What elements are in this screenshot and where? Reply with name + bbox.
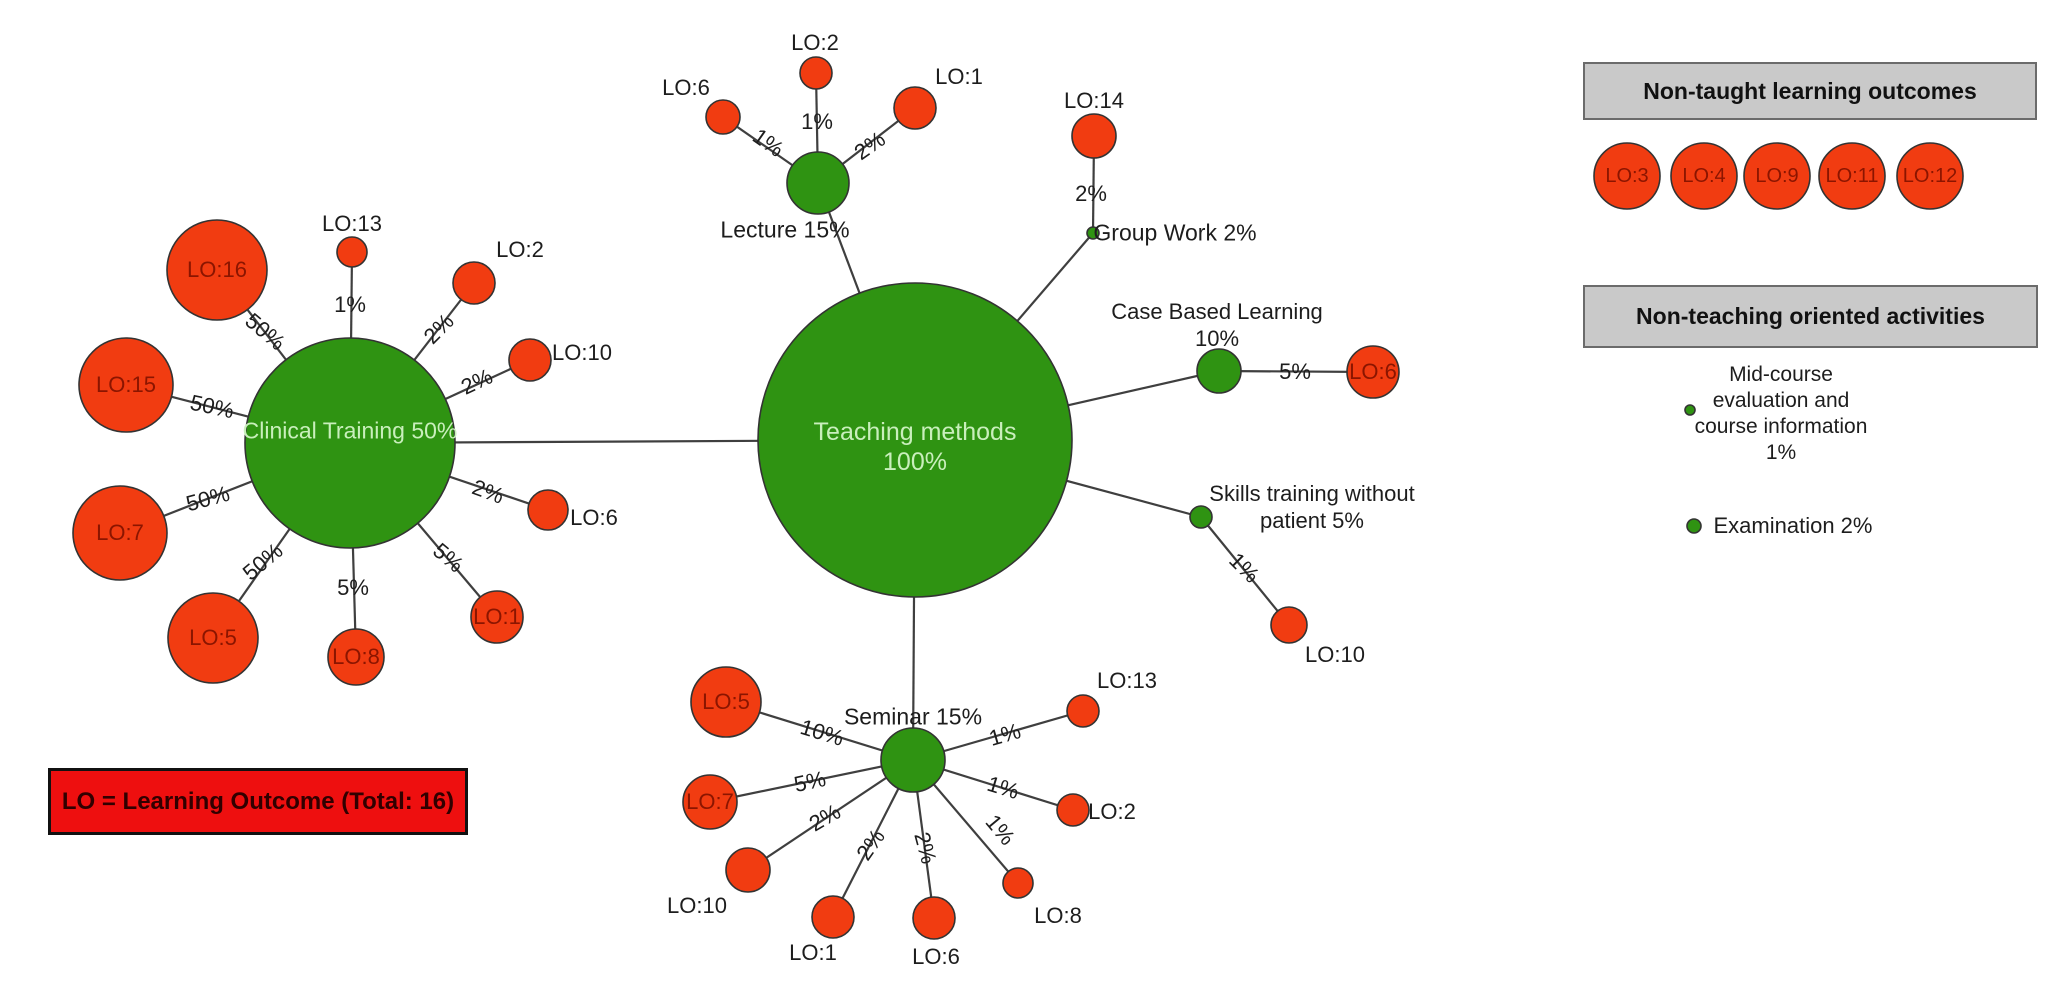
- midcourse-line4: 1%: [1765, 441, 1797, 464]
- pct-label: 2%: [1075, 181, 1107, 206]
- lo13-seminar-circle: [1066, 694, 1100, 728]
- midcourse-line1: Mid-course: [1729, 363, 1833, 386]
- case-based-learning-circle: [1196, 348, 1242, 394]
- pct-label: 5%: [337, 575, 369, 600]
- lo-label: LO:6: [662, 75, 710, 100]
- skills-training-circle: [1189, 505, 1213, 529]
- teaching-methods-line1: Teaching methods: [813, 418, 1017, 446]
- lo-legend-box: LO = Learning Outcome (Total: 16): [48, 768, 468, 835]
- lecture-label: Lecture 15%: [720, 216, 850, 243]
- lo8-clinical-circle: [327, 628, 385, 686]
- group-work-label: Group Work 2%: [1093, 219, 1257, 246]
- lo-label: LO:6: [1349, 359, 1397, 384]
- teaching-methods-label: Teaching methods 100%: [814, 417, 1017, 477]
- teaching-methods-line2: 100%: [883, 448, 947, 476]
- pct-label: 1%: [334, 292, 366, 317]
- pct-label: 1%: [801, 109, 833, 134]
- midcourse-dot: [1684, 404, 1696, 416]
- lo-label: LO:10: [667, 893, 727, 918]
- pct-label: 5%: [1279, 359, 1311, 384]
- teaching-methods-circle: [757, 282, 1073, 598]
- lo9-nontaught-circle: [1743, 142, 1811, 210]
- lo-label: LO:8: [332, 644, 380, 669]
- lo-label: LO:8: [1034, 903, 1082, 928]
- lo5-clinical-circle: [167, 592, 259, 684]
- lo6-casebased-circle: [1346, 345, 1400, 399]
- skills-line2: patient 5%: [1260, 508, 1364, 533]
- lo7-seminar-circle: [682, 774, 738, 830]
- midcourse-line3: course information: [1694, 415, 1868, 438]
- lo6-clinical-circle: [527, 489, 569, 531]
- lo-label: LO:12: [1902, 165, 1958, 187]
- lo-label: LO:2: [496, 237, 544, 262]
- lo-label: LO:9: [1755, 165, 1799, 187]
- lo-label: LO:6: [912, 944, 960, 969]
- lecture-circle: [786, 151, 850, 215]
- lo8-seminar-circle: [1002, 867, 1034, 899]
- lo16-clinical-circle: [166, 219, 268, 321]
- lo6-seminar-circle: [912, 896, 956, 940]
- examination-dot: [1686, 518, 1702, 534]
- lo-label: LO:6: [570, 505, 618, 530]
- lo10-seminar-circle: [725, 847, 771, 893]
- lo-label: LO:2: [791, 30, 839, 55]
- lo-label: LO:5: [702, 689, 750, 714]
- lo-label: LO:13: [1097, 668, 1157, 693]
- lo-label: LO:16: [187, 257, 247, 282]
- lo11-nontaught-circle: [1818, 142, 1886, 210]
- lo2-clinical-circle: [452, 261, 496, 305]
- lo1-clinical-circle: [470, 590, 524, 644]
- lo14-groupwork-circle: [1071, 113, 1117, 159]
- lo-label: LO:1: [935, 64, 983, 89]
- group-work-dot: [1086, 226, 1100, 240]
- lo-label: LO:2: [1088, 799, 1136, 824]
- lo4-nontaught-circle: [1670, 142, 1738, 210]
- lo-label: LO:13: [322, 211, 382, 236]
- case-based-line1: Case Based Learning: [1111, 299, 1323, 324]
- lo10-clinical-circle: [508, 338, 552, 382]
- lo7-clinical-circle: [72, 485, 168, 581]
- examination-label: Examination 2%: [1713, 513, 1873, 538]
- non-teaching-activities-header: Non-teaching oriented activities: [1583, 285, 2038, 348]
- lo-label: LO:1: [473, 604, 521, 629]
- clinical-training-circle: [244, 337, 456, 549]
- clinical-training-label: Clinical Training 50%: [242, 417, 458, 444]
- lo6-lecture-circle: [705, 99, 741, 135]
- seminar-circle: [880, 727, 946, 793]
- lo-label: LO:7: [96, 520, 144, 545]
- lo-label: LO:10: [552, 340, 612, 365]
- lo5-seminar-circle: [690, 666, 762, 738]
- lo-label: LO:10: [1305, 642, 1365, 667]
- case-based-line2: 10%: [1194, 326, 1240, 351]
- lo15-clinical-circle: [78, 337, 174, 433]
- seminar-label: Seminar 15%: [843, 703, 983, 730]
- skills-line1: Skills training without: [1209, 481, 1415, 506]
- lo-label: LO:15: [96, 372, 156, 397]
- leaf-circles: [72, 56, 1964, 940]
- lo12-nontaught-circle: [1896, 142, 1964, 210]
- lo-label: LO:1: [789, 940, 837, 965]
- non-taught-outcomes-header: Non-taught learning outcomes: [1583, 62, 2037, 120]
- lo-label: LO:7: [686, 789, 734, 814]
- lo3-nontaught-circle: [1593, 142, 1661, 210]
- lo-label: LO:14: [1064, 88, 1124, 113]
- lo-label: LO:5: [189, 625, 237, 650]
- lo1-seminar-circle: [811, 895, 855, 939]
- midcourse-evaluation-label: Mid-course evaluation and course informa…: [1695, 362, 1868, 466]
- lo-label: LO:11: [1825, 165, 1879, 187]
- case-based-learning-label: Case Based Learning 10%: [1111, 298, 1323, 352]
- lo10-skills-circle: [1270, 606, 1308, 644]
- lo-label: LO:3: [1605, 165, 1649, 187]
- lo-label: LO:4: [1682, 165, 1726, 187]
- lo13-clinical-circle: [336, 236, 368, 268]
- skills-training-label: Skills training without patient 5%: [1209, 480, 1414, 534]
- lo2-seminar-circle: [1056, 793, 1090, 827]
- hub-circles: [244, 151, 1702, 793]
- lo2-lecture-circle: [799, 56, 833, 90]
- lo1-lecture-circle: [893, 86, 937, 130]
- midcourse-line2: evaluation and: [1712, 389, 1850, 412]
